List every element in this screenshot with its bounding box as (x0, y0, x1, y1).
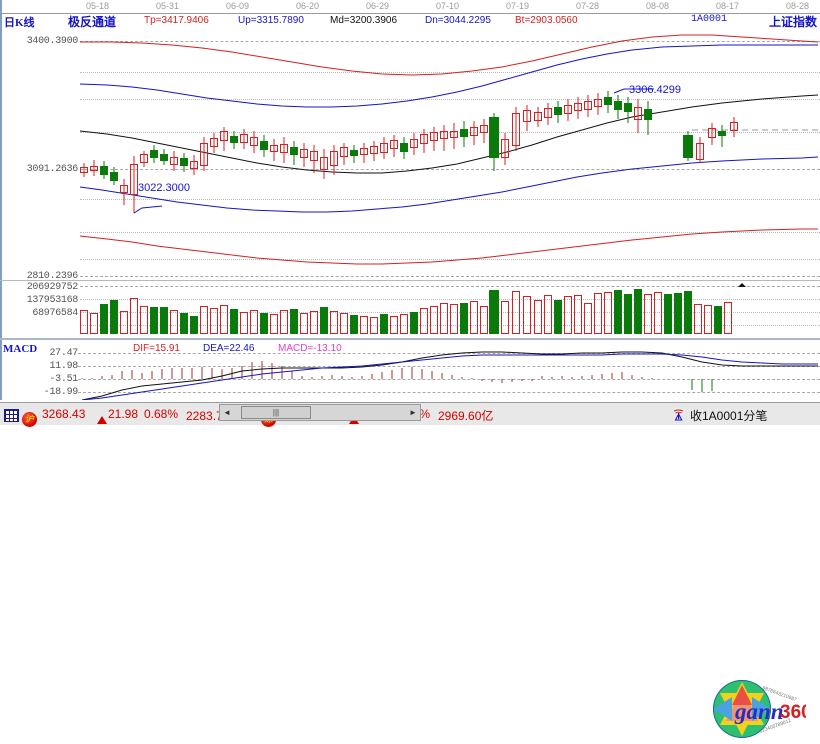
channel-line-md (79, 94, 819, 174)
macd-axis-label-1: 27.47 (49, 348, 78, 359)
macd-dif: DIF=15.91 (133, 343, 180, 354)
price-chart-svg (79, 34, 820, 265)
indicator-name: 极反通道 (68, 15, 117, 29)
antenna-icon (672, 407, 685, 425)
date-tick: 08-17 (716, 1, 740, 11)
param-bt: Bt=2903.0560 (515, 15, 578, 26)
channel-line-tp (80, 34, 819, 76)
candlestick-series (80, 91, 738, 213)
annotation-low: 3022.3000 (138, 182, 190, 194)
price-axis-label-top: 3400.3900 (26, 36, 79, 47)
macd-dea: DEA=22.46 (203, 343, 255, 354)
date-tick: 06-09 (226, 1, 250, 11)
macd-histogram-negative (691, 379, 713, 392)
param-dn: Dn=3044.2295 (425, 15, 491, 26)
left-frame-rail (0, 0, 2, 400)
macd-dif-line (81, 351, 818, 400)
macd-histogram (81, 361, 653, 383)
annotation-leader-high (613, 88, 654, 94)
date-tick: 05-31 (156, 1, 180, 11)
param-up: Up=3315.7890 (238, 15, 304, 26)
macd-dea-line (81, 353, 818, 400)
sh-up-triangle-icon (96, 410, 108, 428)
date-axis: 05-18 05-31 06-09 06-20 06-29 07-10 07-19 07-28… (0, 0, 820, 14)
macd-pane: 27.47 11.98 -3.51 -18.99 (2, 340, 820, 738)
channel-line-dn (79, 156, 819, 213)
channel-line-bt (79, 228, 818, 265)
volume-pane: 206929752 137953168 68976584 (2, 282, 820, 337)
param-md: Md=3200.3906 (330, 15, 398, 26)
sz-index-amount: 2969.60亿 (438, 409, 494, 423)
volume-axis-label-bot: 68976584 (32, 308, 78, 319)
scroll-left-arrow[interactable]: ◄ (220, 405, 234, 420)
pane-separator-macd (0, 338, 820, 340)
security-name: 上证指数 (768, 15, 817, 29)
horizontal-scrollbar[interactable]: ◄ ||| ► (219, 404, 421, 421)
pane-title-kline: 日K线 (4, 17, 35, 29)
pane-separator-volume (0, 280, 820, 281)
date-tick: 05-18 (86, 1, 110, 11)
scroll-thumb[interactable]: ||| (241, 406, 311, 419)
date-tick: 07-19 (506, 1, 530, 11)
date-tick: 07-28 (576, 1, 600, 11)
date-tick: 07-10 (436, 1, 460, 11)
connection-status: 收1A0001分笔 (690, 409, 768, 423)
macd-macd: MACD=-13.10 (278, 343, 342, 354)
volume-axis-label-top: 206929752 (26, 282, 79, 293)
volume-axis-label-mid: 137953168 (26, 295, 79, 306)
date-tick: 06-20 (296, 1, 320, 11)
macd-axis-label-3: -3.51 (49, 374, 78, 385)
scroll-right-arrow[interactable]: ► (406, 405, 420, 420)
security-code: 1A0001 (690, 14, 727, 25)
annotation-leader-low (133, 205, 163, 214)
macd-axis-label-4: -18.99 (43, 387, 79, 398)
price-pane: 3400.3900 3091.2636 2810.2396 (2, 27, 820, 282)
volume-marker-triangle (738, 283, 746, 287)
date-tick: 06-29 (366, 1, 390, 11)
price-axis-label-bot: 2810.2396 (26, 271, 79, 282)
date-tick: 08-28 (786, 1, 810, 11)
svg-text:gann: gann (734, 699, 784, 724)
volume-bars-svg (80, 283, 746, 334)
shanghai-index-icon[interactable]: 沪 (22, 406, 37, 427)
macd-axis-label-2: 11.98 (49, 361, 78, 372)
gann360-watermark: gann 360 9876543210987 123456789012 (702, 679, 812, 739)
sh-index-value: 3268.43 (42, 407, 86, 421)
grid-icon[interactable] (4, 407, 19, 425)
sh-index-change: 21.98 (108, 407, 139, 421)
param-tp: Tp=3417.9406 (144, 15, 209, 26)
sh-index-percent: 0.68% (144, 407, 179, 421)
channel-line-up (79, 44, 818, 108)
annotation-high: 3306.4299 (629, 84, 681, 96)
macd-title: MACD (3, 343, 38, 355)
macd-svg (81, 351, 818, 400)
price-axis-label-mid: 3091.2636 (26, 164, 79, 175)
date-tick: 08-08 (646, 1, 670, 11)
